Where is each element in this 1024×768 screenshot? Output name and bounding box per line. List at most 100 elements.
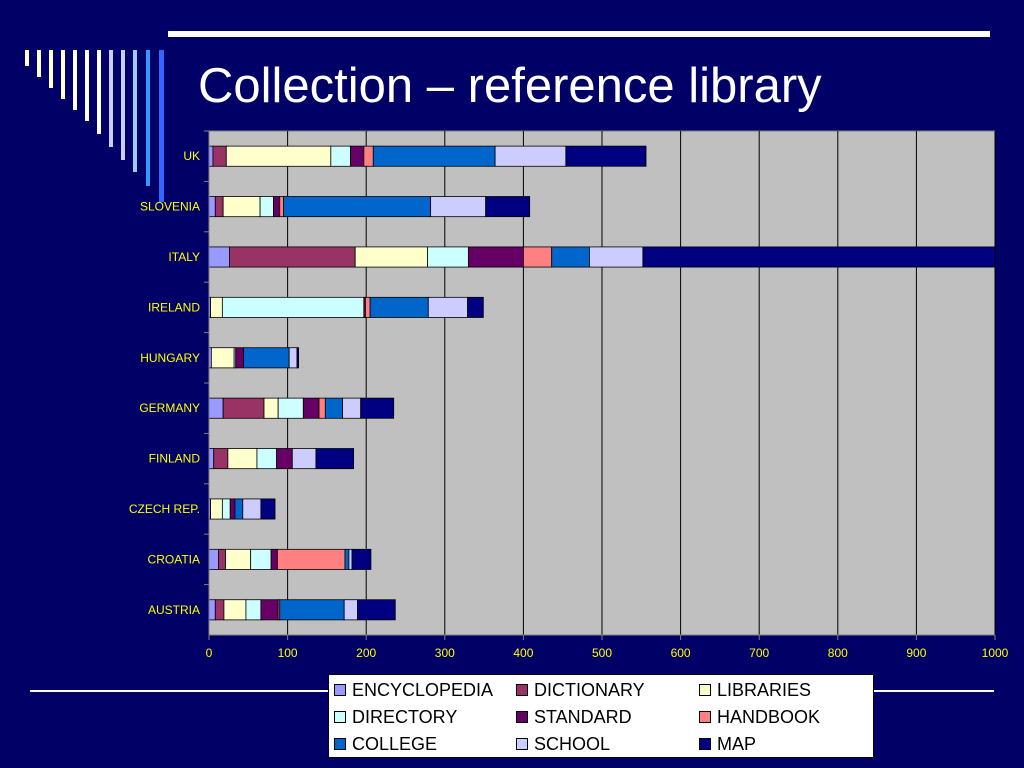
bar-segment: [263, 397, 279, 419]
bar-segment: [250, 548, 272, 570]
bar-segment: [208, 246, 230, 268]
bar-segment: [288, 347, 298, 369]
bar-segment: [302, 397, 320, 419]
x-tick-label: 200: [356, 646, 376, 660]
bar-segment: [208, 448, 215, 470]
bar-segment: [243, 347, 290, 369]
bar-segment: [214, 599, 225, 621]
bar-segment: [235, 347, 244, 369]
bar-segment: [223, 599, 247, 621]
bar-segment: [642, 246, 996, 268]
x-tick-label: 600: [671, 646, 691, 660]
legend-label: ENCYCLOPEDIA: [352, 679, 494, 700]
x-tick-label: 0: [206, 646, 213, 660]
decor-stripe: [97, 50, 101, 134]
y-tick-label: CZECH REP.: [129, 502, 200, 516]
bar-segment: [277, 397, 304, 419]
bar-segment: [343, 599, 358, 621]
bar-segment: [208, 145, 214, 167]
legend-swatch: [699, 711, 711, 723]
decor-stripe: [37, 50, 41, 77]
legend-label: STANDARD: [534, 706, 632, 727]
bar-segment: [342, 397, 362, 419]
decor-stripe: [61, 50, 65, 99]
legend-swatch: [516, 738, 528, 750]
bar-segment: [229, 498, 236, 520]
y-tick-label: CROATIA: [148, 552, 200, 566]
title-rule-top: [168, 31, 990, 37]
bar-segment: [467, 246, 524, 268]
legend-item: MAP: [699, 731, 756, 757]
bar-segment: [427, 296, 468, 318]
legend-item: DIRECTORY: [334, 704, 457, 730]
bar-segment: [330, 145, 351, 167]
x-tick-label: 700: [749, 646, 769, 660]
bar-segment: [242, 498, 262, 520]
bar-segment: [589, 246, 644, 268]
bar-segment: [365, 296, 371, 318]
legend-swatch: [516, 711, 528, 723]
y-tick-label: IRELAND: [148, 300, 200, 314]
bar-segment: [213, 448, 229, 470]
bar-segment: [208, 397, 224, 419]
bar-segment: [234, 498, 244, 520]
decor-stripe: [146, 50, 150, 186]
legend-label: LIBRARIES: [717, 679, 812, 700]
x-tick-label: 400: [513, 646, 533, 660]
legend-label: HANDBOOK: [717, 706, 821, 727]
bar-segment: [296, 347, 300, 369]
bar-segment: [218, 548, 226, 570]
bar-segment: [222, 397, 265, 419]
bar-segment: [369, 296, 429, 318]
bar-segment: [227, 448, 258, 470]
bar-segment: [354, 246, 428, 268]
x-tick-label: 100: [278, 646, 298, 660]
bar-segment: [360, 397, 395, 419]
bar-segment: [291, 448, 317, 470]
bottom-rule-left: [30, 690, 328, 692]
y-tick-label: SLOVENIA: [140, 200, 200, 214]
legend-item: DICTIONARY: [516, 677, 645, 703]
decor-stripe: [121, 50, 125, 160]
bar-segment: [210, 296, 223, 318]
chart-legend: ENCYCLOPEDIA DICTIONARY LIBRARIES DIRECTORY…: [328, 674, 874, 758]
bar-segment: [485, 196, 531, 218]
legend-swatch: [334, 711, 346, 723]
bar-segment: [259, 196, 274, 218]
x-tick-label: 900: [906, 646, 926, 660]
legend-item: STANDARD: [516, 704, 632, 730]
x-tick-label: 800: [828, 646, 848, 660]
bar-segment: [221, 498, 231, 520]
bar-segment: [357, 599, 396, 621]
bar-segment: [210, 347, 235, 369]
bar-segment: [210, 498, 223, 520]
bar-segment: [315, 448, 355, 470]
bar-segment: [270, 548, 278, 570]
bar-segment: [245, 599, 262, 621]
bar-segment: [221, 296, 365, 318]
legend-label: COLLEGE: [352, 733, 438, 754]
bar-segment: [260, 599, 279, 621]
legend-item: HANDBOOK: [699, 704, 820, 730]
bar-segment: [467, 296, 484, 318]
bar-segment: [229, 246, 356, 268]
bar-segment: [372, 145, 496, 167]
legend-label: DICTIONARY: [534, 679, 645, 700]
y-tick-label: HUNGARY: [140, 351, 200, 365]
decorative-stripes: [25, 50, 164, 202]
bar-segment: [222, 196, 261, 218]
bar-segment: [324, 397, 344, 419]
decor-stripe: [109, 50, 113, 147]
bar-segment: [273, 196, 281, 218]
y-tick-label: GERMANY: [139, 401, 200, 415]
slide-title: Collection – reference library: [198, 59, 822, 113]
bar-segment: [279, 599, 345, 621]
bar-segment: [351, 548, 372, 570]
bar-segment: [212, 145, 227, 167]
bar-segment: [225, 145, 332, 167]
bar-segment: [348, 548, 353, 570]
legend-item: COLLEGE: [334, 731, 437, 757]
bar-segment: [276, 548, 346, 570]
decor-stripe: [85, 50, 89, 121]
legend-swatch: [699, 684, 711, 696]
